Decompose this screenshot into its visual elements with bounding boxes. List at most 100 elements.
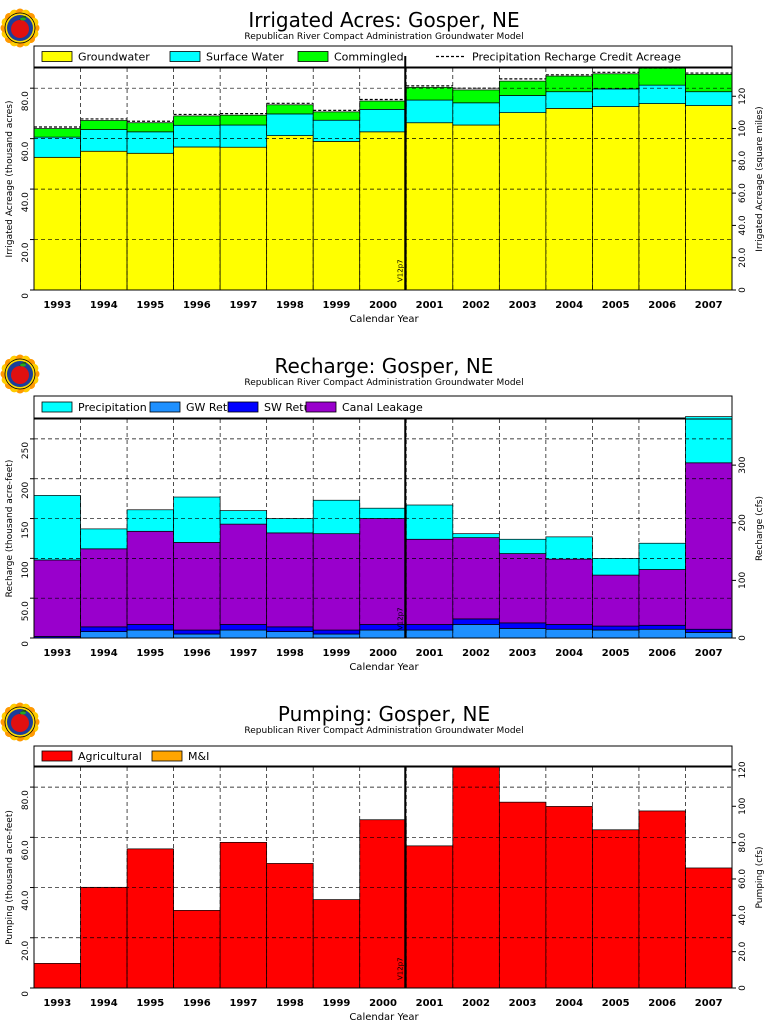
bar-commingled-1995 [126,122,174,133]
bar-commingled-2002 [452,89,500,104]
y-tick-label: 50.0 [21,601,31,621]
bar-sw-returns-2001 [405,624,454,631]
bar-sw-returns-1994 [80,626,128,632]
y-tick-label: 250 [21,442,31,459]
y-axis-left: 0 20.0 40.0 60.0 80.0 [21,786,34,997]
bar-commingled-1999 [312,111,361,121]
bar-commingled-2006 [638,67,686,86]
y-axis-left: 0 50.0 100 150 200 250 [21,438,34,647]
bar-groundwater-1996 [173,146,221,291]
x-tick-label: 1999 [323,300,351,311]
legend-label: Precipitation Recharge Credit Acreage [472,51,681,64]
legend-label: Groundwater [78,51,150,64]
y-tick-label: 40.0 [21,192,31,212]
x-tick-label: 2006 [648,648,676,659]
bar-groundwater-1993 [33,156,81,291]
bar-surface-water-1998 [266,113,314,136]
bar-precipitation-1998 [266,518,314,534]
bar-surface-water-2005 [592,88,640,107]
y-tick-label: 200 [21,481,31,498]
bar-commingled-2001 [405,87,454,101]
x-tick-label: 1996 [183,648,211,659]
bar-sw-returns-1996 [173,629,221,635]
bar-sw-returns-2006 [638,624,686,630]
y-tick-label: 60.0 [21,141,31,161]
x-tick-label: 1998 [276,300,304,311]
x-tick-label: 2007 [695,300,723,311]
bar-surface-water-1994 [80,129,128,152]
legend-label: M&I [188,750,209,763]
bar-groundwater-2001 [405,122,454,291]
bar-gw-returns-2002 [452,624,500,639]
legend-swatch [297,51,329,62]
bar-surface-water-2000 [359,109,407,133]
y-tick-label: 80.0 [21,91,31,111]
legend: Groundwater Surface Water Commingled Precip… [33,45,733,68]
bar-agricultural-1996 [173,910,221,989]
y-tick-label: 60.0 [21,840,31,860]
legend-box [33,745,733,767]
x-tick-label: 1993 [43,998,71,1009]
y2-tick-label: 0 [738,287,748,293]
x-axis-title: Calendar Year [349,314,419,325]
bar-gw-returns-1994 [80,631,128,639]
bar-groundwater-1999 [312,141,361,291]
bar-precipitation-2007 [685,416,733,464]
bar-canal-leakage-1996 [173,542,221,631]
bar-groundwater-2006 [638,103,686,291]
bar-agricultural-2001 [405,845,454,989]
x-tick-label: 2002 [462,300,490,311]
bar-commingled-1998 [266,104,314,115]
bar-canal-leakage-2000 [359,518,407,625]
legend-box [33,45,733,68]
bar-canal-leakage-2006 [638,569,686,626]
y2-tick-label: 80.0 [738,151,748,171]
bar-sw-returns-1997 [219,624,268,631]
legend-swatch [41,750,73,762]
bar-precipitation-1997 [219,510,268,525]
bar-groundwater-2002 [452,124,500,291]
bar-surface-water-1993 [33,136,81,158]
legend-swatch [227,401,259,413]
bar-gw-returns-1999 [312,633,361,639]
bar-gw-returns-2003 [498,628,547,639]
bar-groundwater-2004 [545,108,593,291]
x-tick-label: 1995 [136,300,164,311]
y2-tick-label: 80.0 [738,832,748,852]
bar-surface-water-1996 [173,124,221,148]
legend: Agricultural M&I [33,745,733,767]
x-tick-label: 1995 [136,998,164,1009]
x-tick-label: 2002 [462,648,490,659]
y-tick-label: 20.0 [21,242,31,262]
bar-precipitation-1994 [80,528,128,550]
x-tick-label: 2005 [602,648,630,659]
bar-surface-water-1995 [126,131,174,154]
bar-sw-returns-2002 [452,618,500,625]
x-tick-label: 2004 [555,300,583,311]
y-tick-label: 40.0 [21,890,31,910]
x-tick-label: 2007 [695,648,723,659]
bar-canal-leakage-1998 [266,532,314,628]
plot-frame [33,418,733,639]
bar-agricultural-1999 [312,899,361,989]
bar-canal-leakage-1995 [126,530,174,625]
x-tick-label: 1999 [323,648,351,659]
y-tick-label: 0 [21,991,31,997]
y2-tick-label: 100 [738,797,748,814]
x-tick-label: 2003 [509,998,537,1009]
bar-sw-returns-2005 [592,625,640,631]
bar-canal-leakage-2003 [498,553,547,624]
bar-precipitation-2001 [405,504,454,540]
logo-leaf [20,363,26,367]
y-axis-right: 0 20.0 40.0 60.0 80.0 100 120 [732,761,748,991]
x-tick-label: 2002 [462,998,490,1009]
bar-surface-water-2002 [452,102,500,126]
bar-sw-returns-1998 [266,626,314,632]
y2-axis-title: Irrigated Acreage (square miles) [755,106,765,251]
bar-gw-returns-2004 [545,628,593,639]
chart-title: Pumping: Gosper, NE [278,702,490,726]
bar-agricultural-2004 [545,806,593,989]
y-axis-title: Pumping (thousand acre-feet) [5,810,15,945]
